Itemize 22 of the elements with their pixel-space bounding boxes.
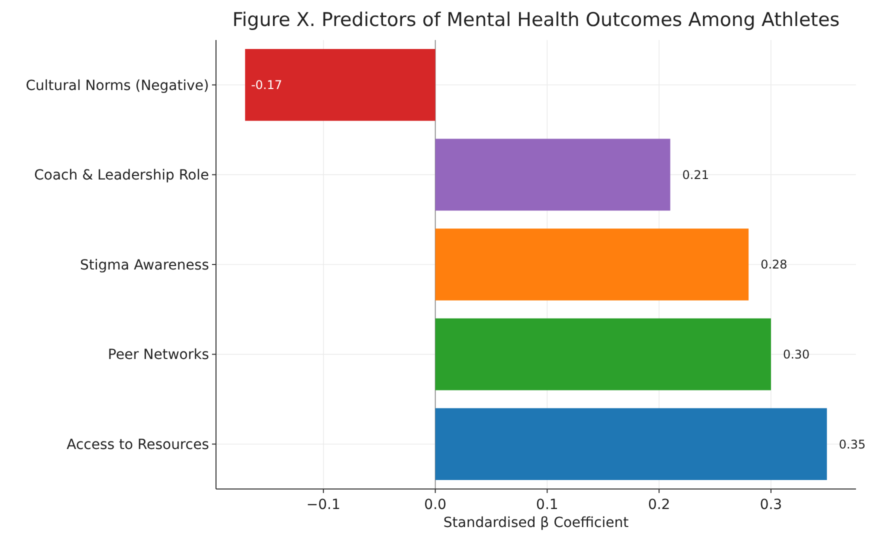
data-label: 0.28: [760, 258, 788, 272]
bar: [245, 48, 436, 121]
x-axis-title: Standardised β Coefficient: [443, 515, 630, 531]
y-tick-label: Coach & Leadership Role: [34, 168, 209, 184]
y-tick-label: Access to Resources: [66, 437, 209, 453]
y-tick-label: Peer Networks: [108, 347, 209, 364]
x-tick-label: 0.1: [536, 497, 558, 513]
data-label: -0.17: [251, 78, 282, 92]
data-label: 0.21: [682, 168, 709, 182]
chart-title: Figure X. Predictors of Mental Health Outcomes Among Athletes: [232, 9, 840, 31]
bar: [435, 228, 749, 300]
x-tick-label: 0.2: [648, 497, 670, 513]
bar: [435, 318, 771, 390]
y-tick-label: Cultural Norms (Negative): [26, 78, 209, 94]
bar: [435, 408, 827, 480]
x-tick-label: 0.0: [424, 497, 446, 513]
bar: [435, 138, 670, 211]
data-label: 0.30: [782, 348, 810, 362]
y-tick-label: Stigma Awareness: [80, 257, 209, 274]
data-label: 0.35: [838, 437, 866, 452]
x-tick-label: −0.1: [306, 497, 340, 513]
x-tick-label: 0.3: [760, 497, 782, 513]
